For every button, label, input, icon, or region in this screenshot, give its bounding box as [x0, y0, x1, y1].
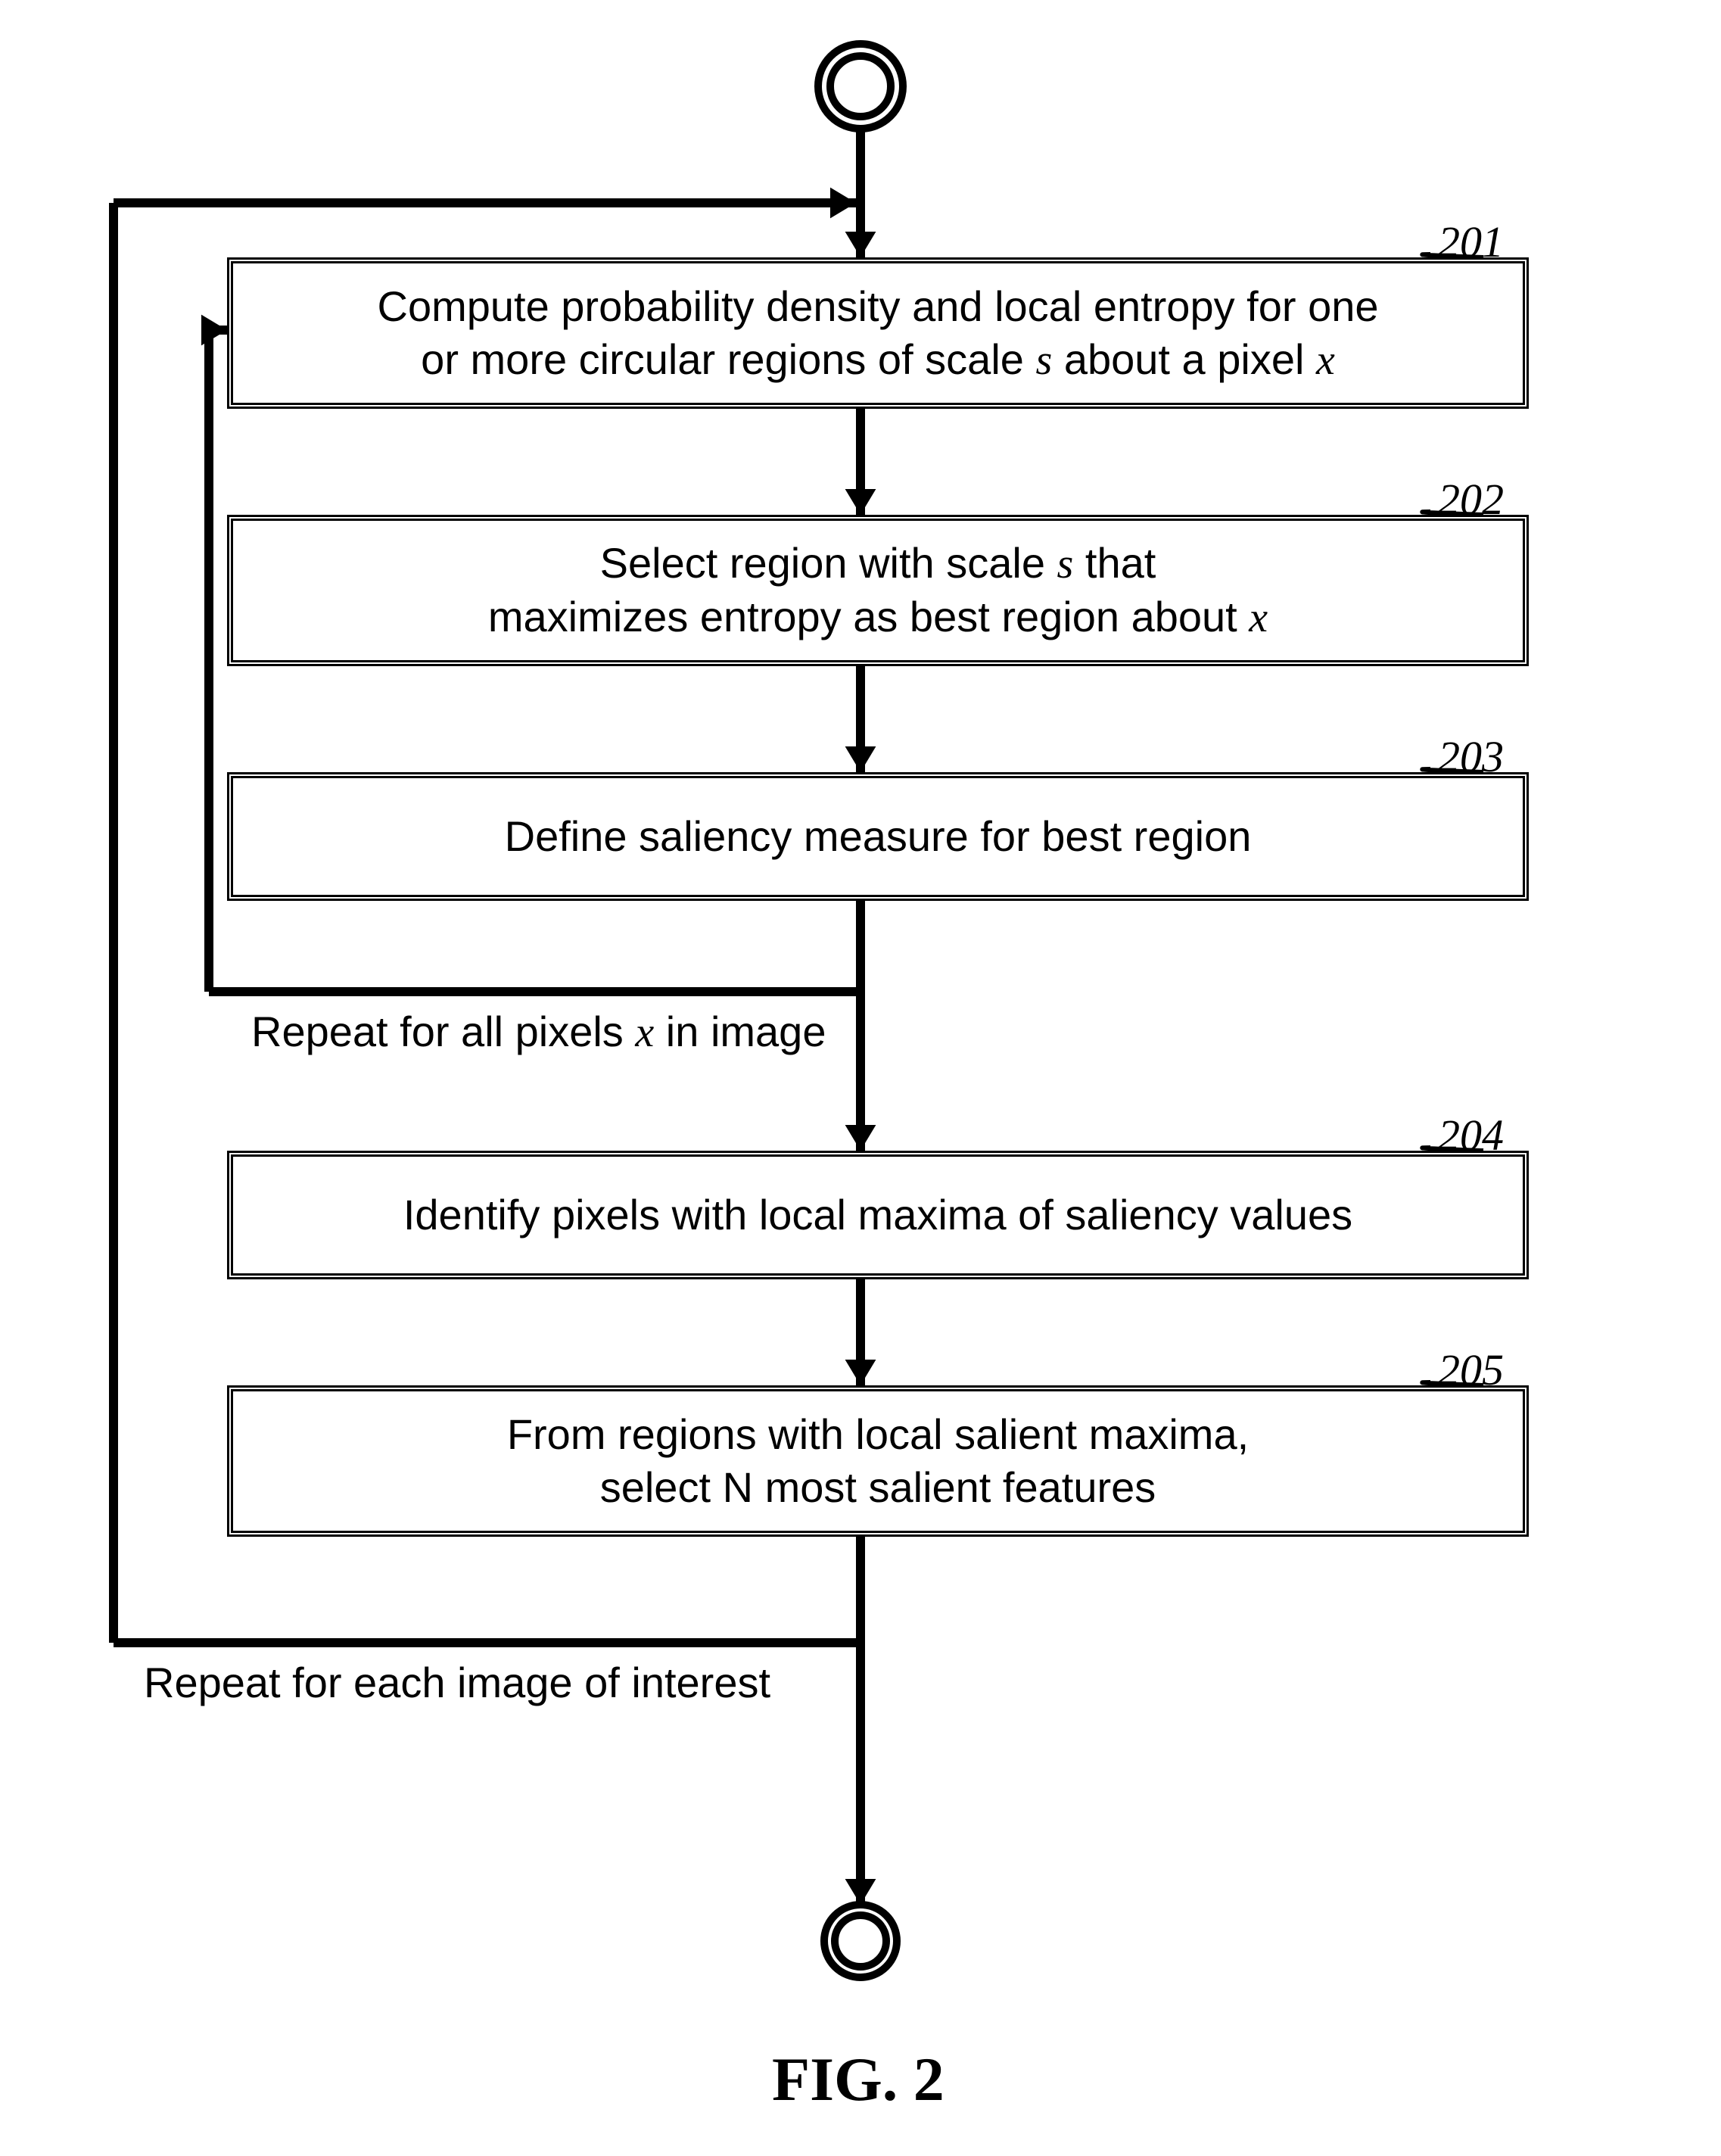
ref-203: 203: [1438, 731, 1504, 782]
box-201-text: Compute probability density and local en…: [378, 280, 1379, 387]
box-205-text: From regions with local salient maxima, …: [507, 1408, 1249, 1514]
process-box-203: Define saliency measure for best region: [227, 772, 1529, 901]
process-box-201: Compute probability density and local en…: [227, 257, 1529, 409]
ref-201: 201: [1438, 217, 1504, 267]
ref-204: 204: [1438, 1110, 1504, 1161]
box-204-text: Identify pixels with local maxima of sal…: [403, 1189, 1352, 1242]
loop-label-inner: Repeat for all pixels x in image: [251, 1007, 826, 1057]
figure-caption: FIG. 2: [772, 2044, 945, 2115]
ref-205: 205: [1438, 1344, 1504, 1395]
process-box-204: Identify pixels with local maxima of sal…: [227, 1151, 1529, 1279]
box-202-text: Select region with scale s that maximize…: [488, 537, 1268, 644]
ref-202: 202: [1438, 474, 1504, 525]
loop-label-outer: Repeat for each image of interest: [144, 1658, 770, 1707]
box-203-text: Define saliency measure for best region: [505, 810, 1252, 863]
process-box-202: Select region with scale s that maximize…: [227, 515, 1529, 666]
process-box-205: From regions with local salient maxima, …: [227, 1385, 1529, 1537]
